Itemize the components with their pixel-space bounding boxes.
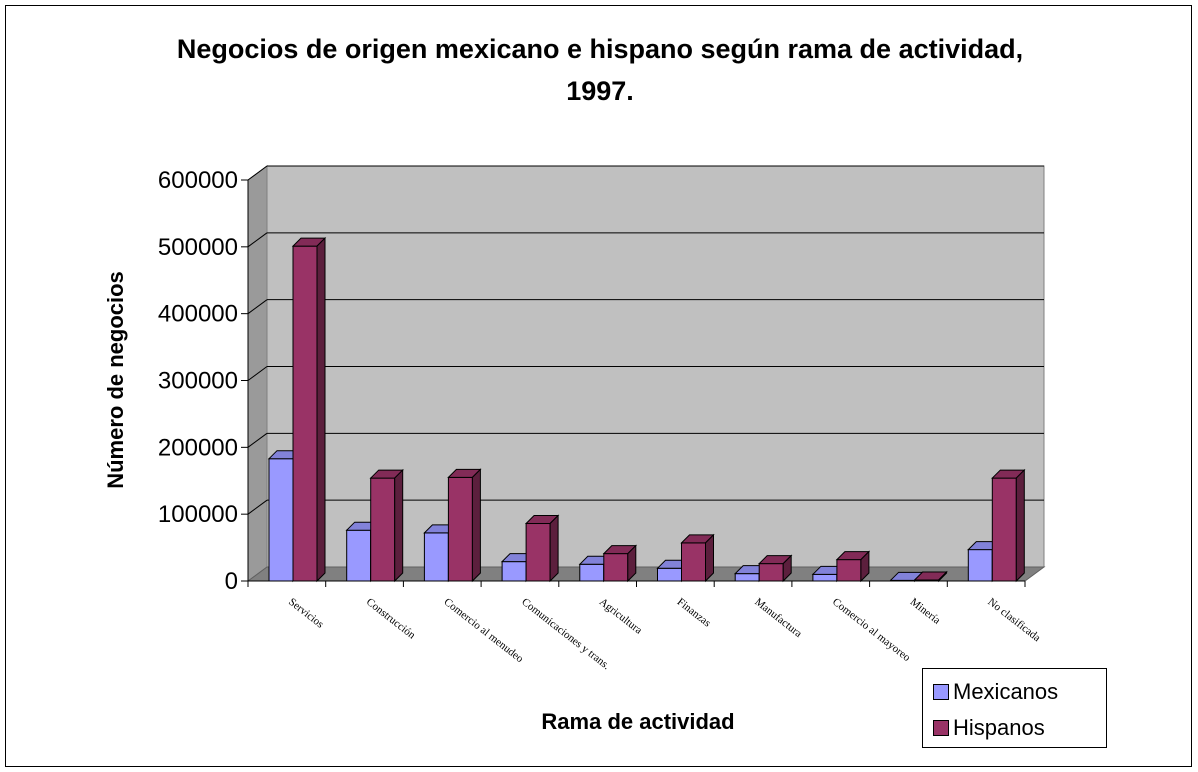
- x-category-label: Comunicaciones y trans.: [519, 596, 612, 672]
- gridline-side: [247, 299, 268, 315]
- legend-swatch-hispanos: [933, 720, 949, 736]
- bar-hispanos: [836, 559, 862, 582]
- bar-side-hispanos: [705, 533, 714, 583]
- bar-hispanos: [681, 542, 706, 582]
- gridline-side: [247, 232, 268, 248]
- y-axis-title: Número de negocios: [103, 271, 128, 489]
- bar-side-hispanos: [471, 468, 481, 583]
- x-category-label: Agricultura: [597, 596, 644, 637]
- x-category-label: Finanzas: [675, 596, 713, 630]
- y-tick-label: 400000: [158, 301, 238, 328]
- gridline-side: [247, 366, 268, 381]
- bar-side-hispanos: [782, 554, 792, 583]
- gridline-side: [247, 432, 268, 448]
- bar-mexicanos: [967, 549, 993, 582]
- bar-mexicanos: [734, 573, 760, 582]
- x-category-label: Comercio al mayoreo: [830, 596, 913, 664]
- bar-mexicanos: [812, 573, 838, 582]
- x-category-label: No clasificada: [985, 596, 1042, 644]
- y-tick-label: 100000: [158, 501, 238, 528]
- bar-side-hispanos: [860, 550, 870, 583]
- gridline-side: [247, 165, 268, 181]
- legend-label-mexicanos: Mexicanos: [953, 679, 1059, 704]
- bar-side-hispanos: [549, 514, 559, 583]
- y-tick-label: 500000: [158, 234, 238, 261]
- bar-side-hispanos: [1015, 468, 1025, 583]
- bar-mexicanos: [268, 458, 294, 582]
- x-category-label: Manufactura: [752, 596, 804, 640]
- bar-hispanos: [292, 245, 318, 582]
- x-category-label: Comercio al menudeo: [442, 596, 526, 666]
- legend: Mexicanos Hispanos: [922, 668, 1107, 748]
- bar-hispanos: [370, 477, 396, 582]
- bar-hispanos: [603, 553, 629, 582]
- y-tick-label: 600000: [158, 167, 238, 194]
- bar-mexicanos: [423, 532, 449, 582]
- gridline-side: [247, 499, 268, 515]
- x-category-label: Minería: [908, 596, 943, 627]
- bar-side-hispanos: [394, 468, 404, 583]
- bar-side-hispanos: [627, 544, 637, 583]
- bar-mexicanos: [579, 563, 605, 582]
- chart-title: Negocios de origen mexicano e hispano se…: [176, 34, 1024, 106]
- x-category-label: Servicios: [286, 596, 326, 631]
- bar-mexicanos: [657, 567, 682, 582]
- legend-label-hispanos: Hispanos: [953, 715, 1045, 740]
- y-tick-label: 0: [225, 568, 238, 595]
- bar-mexicanos: [501, 561, 527, 582]
- bar-hispanos: [525, 523, 551, 582]
- y-tick-label: 200000: [158, 434, 238, 461]
- bar-hispanos: [447, 476, 473, 582]
- legend-item-hispanos: Hispanos: [933, 713, 1045, 743]
- bar-hispanos: [758, 563, 784, 582]
- bar-mexicanos: [346, 529, 372, 582]
- legend-item-mexicanos: Mexicanos: [933, 677, 1058, 707]
- bar-side-hispanos: [316, 236, 326, 583]
- x-axis-title: Rama de actividad: [541, 709, 734, 734]
- bar-side-hispanos: [938, 570, 948, 583]
- y-tick-label: 300000: [158, 368, 238, 395]
- bar-hispanos: [991, 477, 1017, 582]
- legend-swatch-mexicanos: [933, 684, 949, 700]
- x-category-label: Construcción: [364, 596, 418, 642]
